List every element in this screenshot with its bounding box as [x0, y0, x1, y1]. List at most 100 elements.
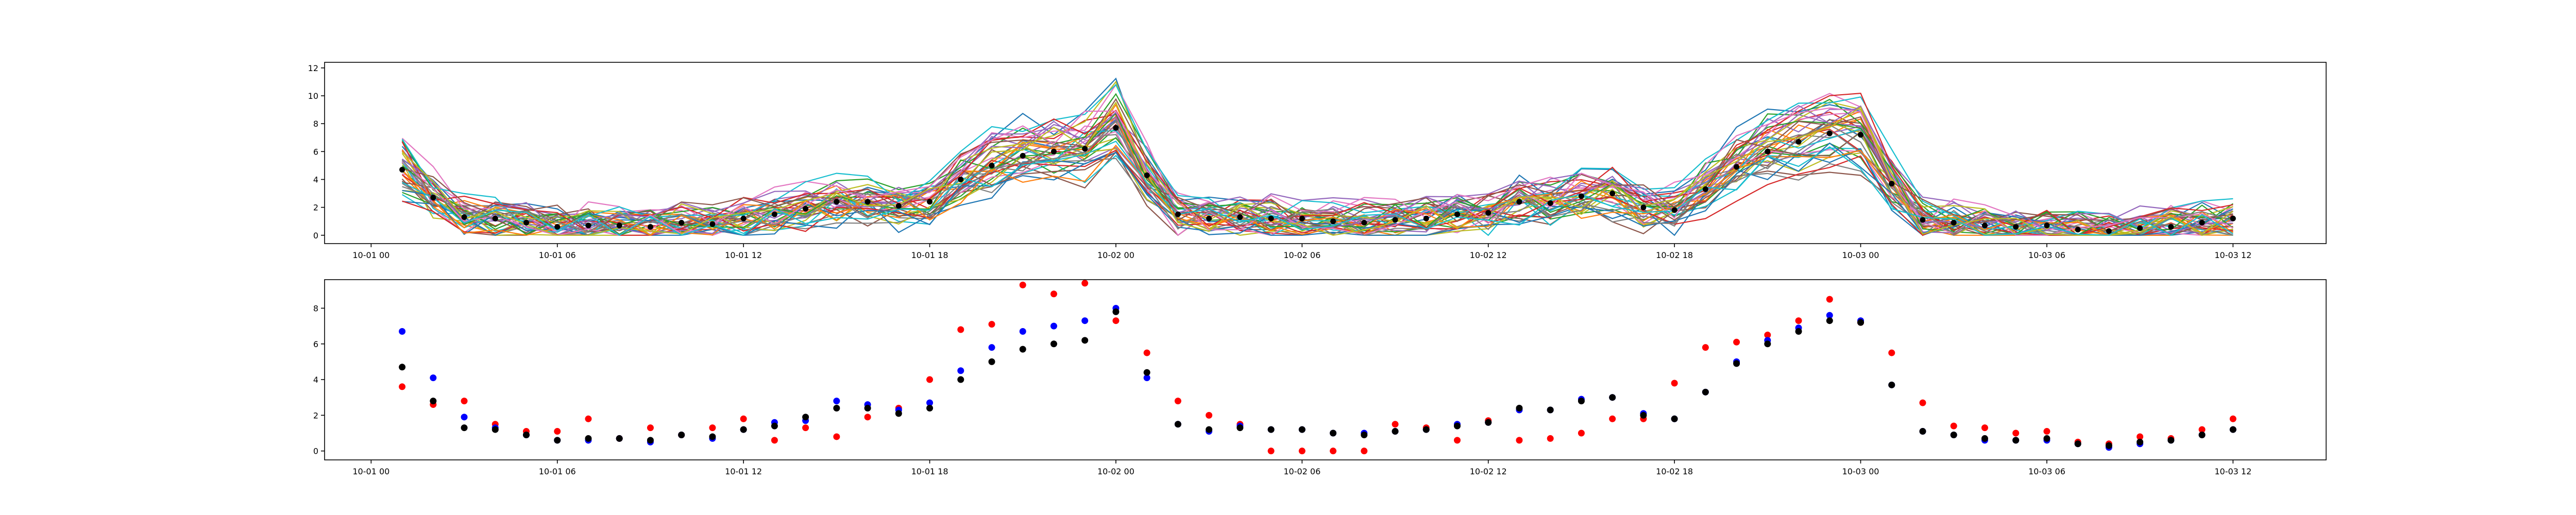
bot-x-tick-label: 10-02 12	[1470, 467, 1507, 476]
bottom-point-series-2	[2137, 438, 2144, 445]
top-member-line	[402, 98, 2233, 233]
bottom-point-series-1	[1019, 328, 1026, 335]
bottom-point-series-2	[1857, 319, 1865, 326]
bottom-point-series-2	[771, 422, 778, 430]
top-mean-point	[989, 162, 995, 168]
top-mean-point	[1485, 210, 1492, 216]
bottom-point-series-0	[957, 326, 964, 333]
bottom-point-series-2	[1671, 415, 1678, 422]
top-x-tick-label: 10-03 12	[2214, 250, 2251, 260]
top-mean-point	[709, 221, 716, 227]
bottom-point-series-2	[1547, 406, 1554, 414]
top-x-tick-label: 10-03 00	[1842, 250, 1879, 260]
top-member-line	[401, 83, 2233, 233]
bot-x-tick-label: 10-01 18	[911, 467, 948, 476]
top-y-tick-label: 6	[313, 147, 318, 157]
bottom-point-series-2	[833, 405, 840, 412]
bottom-point-series-1	[1143, 374, 1150, 382]
top-y-axis: 0 2 4 6 8 10 12	[308, 63, 325, 241]
bottom-point-series-2	[2105, 442, 2112, 449]
top-mean-point	[1889, 181, 1895, 187]
bottom-x-axis: 10-01 00 10-01 06 10-01 12 10-01 18 10-02 00…	[352, 460, 2251, 476]
top-mean-point	[585, 222, 591, 229]
top-mean-point	[1640, 204, 1647, 211]
bottom-point-series-2	[895, 410, 902, 417]
bottom-point-series-2	[1516, 405, 1523, 412]
bot-y-tick-label: 0	[313, 447, 318, 456]
top-mean-point	[895, 203, 902, 209]
bot-y-tick-label: 8	[313, 303, 318, 313]
bottom-point-series-0	[1361, 448, 1368, 455]
bottom-point-series-0	[1112, 317, 1120, 324]
bottom-point-series-2	[1702, 388, 1709, 396]
bottom-point-series-1	[461, 414, 468, 421]
bottom-point-series-2	[1578, 398, 1585, 405]
top-mean-point	[1330, 218, 1336, 225]
top-mean-point	[1392, 217, 1398, 223]
top-mean-point	[1299, 215, 1305, 221]
bottom-point-series-0	[709, 424, 716, 432]
top-member-line	[401, 80, 2233, 236]
bottom-point-series-0	[461, 398, 468, 405]
bottom-point-series-0	[1267, 448, 1275, 455]
top-member-line	[402, 141, 2233, 236]
bottom-point-series-0	[1609, 415, 1616, 422]
top-mean-point	[2230, 215, 2236, 221]
bottom-point-series-1	[833, 398, 840, 405]
bottom-point-series-1	[430, 374, 437, 382]
bot-x-tick-label: 10-03 12	[2214, 467, 2251, 476]
bottom-axes-frame	[324, 279, 2327, 460]
top-y-tick-label: 8	[313, 119, 318, 129]
bottom-point-series-0	[1826, 296, 1833, 303]
bottom-point-series-1	[1826, 312, 1833, 319]
bottom-point-series-0	[1795, 317, 1802, 324]
bot-x-tick-label: 10-02 06	[1283, 467, 1320, 476]
bottom-point-series-0	[585, 415, 592, 422]
bottom-point-series-2	[1764, 340, 1771, 348]
bot-y-tick-label: 4	[313, 375, 318, 385]
top-mean-point	[554, 224, 561, 230]
top-x-tick-label: 10-02 18	[1656, 250, 1693, 260]
top-y-tick-label: 2	[313, 203, 318, 213]
top-member-line	[401, 109, 2233, 230]
bottom-point-series-0	[1081, 280, 1089, 287]
top-mean-point	[771, 211, 777, 217]
top-x-tick-label: 10-01 00	[352, 250, 389, 260]
top-mean-point	[1268, 215, 1274, 221]
bot-x-tick-label: 10-01 00	[352, 467, 389, 476]
top-mean-point	[1547, 200, 1553, 206]
top-mean-point	[2075, 227, 2081, 233]
bottom-point-series-2	[1640, 411, 1647, 419]
top-member-line	[401, 105, 2233, 234]
bottom-point-series-1	[957, 367, 964, 374]
bottom-point-series-2	[1267, 426, 1275, 433]
top-mean-point	[2044, 222, 2050, 229]
bottom-point-series-2	[1081, 337, 1089, 344]
bottom-point-series-2	[1392, 428, 1399, 435]
bot-x-tick-label: 10-01 06	[539, 467, 576, 476]
top-mean-point	[1361, 219, 1367, 226]
bottom-point-series-2	[740, 426, 747, 433]
top-mean-point	[927, 199, 933, 205]
bottom-point-series-2	[1298, 426, 1306, 433]
bot-x-tick-label: 10-02 18	[1656, 467, 1693, 476]
bottom-point-series-0	[1050, 290, 1057, 298]
bottom-point-series-2	[492, 426, 499, 433]
bottom-point-series-2	[1019, 346, 1026, 353]
top-y-tick-label: 12	[308, 63, 318, 73]
top-x-tick-label: 10-01 06	[539, 250, 576, 260]
top-mean-point	[2137, 225, 2143, 231]
top-mean-point	[865, 199, 871, 205]
top-mean-point	[834, 199, 840, 205]
bottom-point-series-2	[616, 435, 623, 442]
bottom-point-series-0	[2198, 426, 2206, 433]
bottom-point-series-2	[1422, 426, 1430, 433]
bottom-point-series-0	[988, 321, 995, 328]
top-mean-point	[1050, 148, 1057, 154]
bottom-point-series-0	[1206, 411, 1213, 419]
bottom-point-series-2	[802, 414, 809, 421]
bottom-point-series-2	[1236, 424, 1244, 432]
top-mean-point	[1920, 217, 1926, 223]
top-x-axis: 10-01 00 10-01 06 10-01 12 10-01 18 10-02 00…	[352, 244, 2251, 260]
bottom-point-series-0	[864, 414, 871, 421]
